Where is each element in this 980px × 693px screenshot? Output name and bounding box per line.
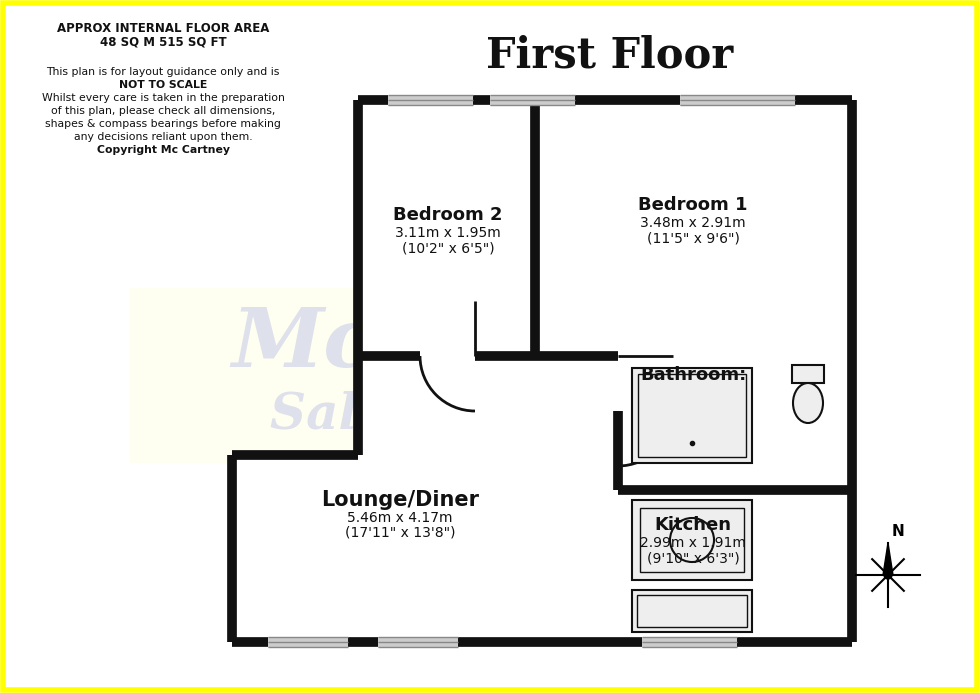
Text: (11'5" x 9'6"): (11'5" x 9'6") bbox=[647, 231, 740, 245]
Text: Whilst every care is taken in the preparation: Whilst every care is taken in the prepar… bbox=[41, 93, 284, 103]
Text: APPROX INTERNAL FLOOR AREA: APPROX INTERNAL FLOOR AREA bbox=[57, 21, 270, 35]
Text: Bedroom 2: Bedroom 2 bbox=[393, 206, 503, 224]
Bar bbox=[232, 455, 618, 642]
Text: Copyright Mc Cartney: Copyright Mc Cartney bbox=[96, 145, 229, 155]
Bar bbox=[640, 508, 744, 572]
Bar bbox=[632, 590, 752, 632]
Text: 3.48m x 2.91m: 3.48m x 2.91m bbox=[640, 216, 746, 230]
Text: 48 SQ M 515 SQ FT: 48 SQ M 515 SQ FT bbox=[100, 35, 226, 49]
Bar bbox=[358, 356, 618, 455]
Text: Bedroom 1: Bedroom 1 bbox=[638, 196, 748, 214]
Bar bbox=[358, 100, 852, 356]
Text: Mc Cartney: Mc Cartney bbox=[231, 305, 768, 385]
Text: Sales & Lettings: Sales & Lettings bbox=[270, 390, 729, 440]
Text: of this plan, please check all dimensions,: of this plan, please check all dimension… bbox=[51, 106, 275, 116]
Text: (10'2" x 6'5"): (10'2" x 6'5") bbox=[402, 241, 494, 255]
Text: (17'11" x 13'8"): (17'11" x 13'8") bbox=[345, 526, 456, 540]
Ellipse shape bbox=[793, 383, 823, 423]
Bar bbox=[642, 637, 737, 648]
Circle shape bbox=[884, 571, 892, 579]
Polygon shape bbox=[883, 543, 893, 575]
Bar bbox=[490, 95, 575, 106]
Bar bbox=[632, 368, 752, 463]
Text: shapes & compass bearings before making: shapes & compass bearings before making bbox=[45, 119, 281, 129]
Text: Bathroom:: Bathroom: bbox=[640, 366, 746, 384]
Text: 3.11m x 1.95m: 3.11m x 1.95m bbox=[395, 226, 501, 240]
Text: This plan is for layout guidance only and is: This plan is for layout guidance only an… bbox=[46, 67, 279, 77]
Bar bbox=[637, 595, 747, 627]
Bar bbox=[388, 95, 473, 106]
Bar bbox=[618, 356, 852, 490]
Bar bbox=[632, 500, 752, 580]
Bar bbox=[638, 374, 746, 457]
Text: 5.46m x 4.17m: 5.46m x 4.17m bbox=[347, 511, 453, 525]
Text: NOT TO SCALE: NOT TO SCALE bbox=[119, 80, 207, 90]
Bar bbox=[792, 365, 824, 383]
Text: First Floor: First Floor bbox=[486, 34, 734, 76]
Text: (9'10" x 6'3"): (9'10" x 6'3") bbox=[647, 551, 739, 565]
Bar bbox=[378, 637, 458, 648]
Text: any decisions reliant upon them.: any decisions reliant upon them. bbox=[74, 132, 252, 142]
Bar bbox=[680, 95, 795, 106]
Bar bbox=[618, 490, 852, 642]
Text: N: N bbox=[892, 524, 905, 539]
Bar bbox=[268, 637, 348, 648]
Text: Lounge/Diner: Lounge/Diner bbox=[321, 490, 479, 510]
Bar bbox=[130, 288, 845, 463]
Text: 2.99m x 1.91m: 2.99m x 1.91m bbox=[640, 536, 746, 550]
Text: Kitchen: Kitchen bbox=[655, 516, 731, 534]
